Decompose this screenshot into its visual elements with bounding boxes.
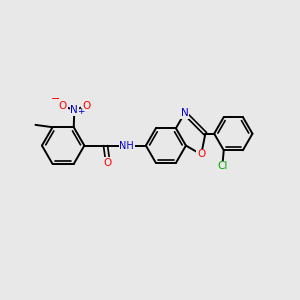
Text: O: O bbox=[82, 101, 90, 111]
Text: N: N bbox=[181, 108, 189, 118]
Text: +: + bbox=[77, 107, 85, 116]
Text: Cl: Cl bbox=[217, 161, 227, 171]
Text: N: N bbox=[70, 105, 78, 115]
Text: NH: NH bbox=[119, 141, 134, 151]
Text: −: − bbox=[50, 94, 60, 104]
Text: O: O bbox=[104, 158, 112, 168]
Text: O: O bbox=[197, 149, 205, 159]
Text: O: O bbox=[58, 101, 67, 111]
